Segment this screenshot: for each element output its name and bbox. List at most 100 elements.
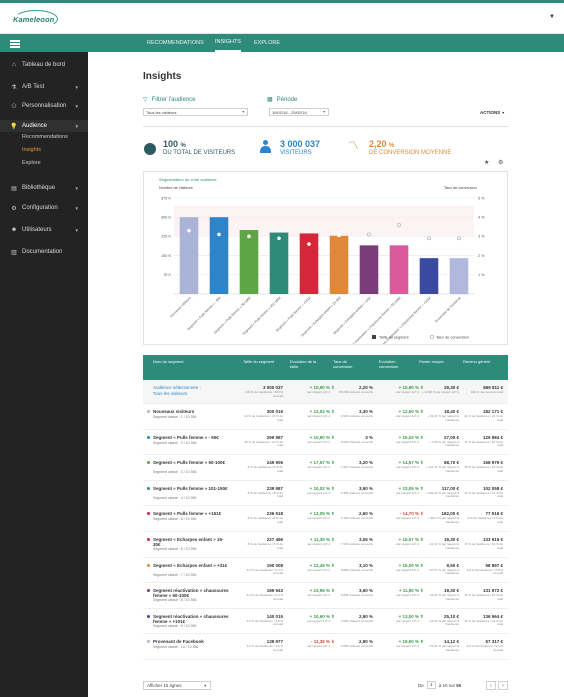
kameleoon-logo[interactable]: Kameleoon bbox=[10, 10, 58, 28]
average-cart: 18,40 € bbox=[443, 409, 459, 414]
sidebar-subitem-insights[interactable]: Insights bbox=[22, 147, 41, 153]
hamburger-menu-icon[interactable] bbox=[0, 34, 88, 52]
table-row[interactable]: Segment réactivation « chaussures femme … bbox=[143, 609, 508, 635]
size-evolution-sub: par rapport à P-1 bbox=[307, 490, 330, 495]
user-menu-caret-icon[interactable]: ▼ bbox=[549, 14, 555, 20]
table-row[interactable]: Segment « Pulls femme » - 50€ Segment cla… bbox=[143, 430, 508, 456]
table-row[interactable]: Segment « Pulls femme » 101-150€ Segment … bbox=[143, 481, 508, 507]
segment-color-dot bbox=[147, 512, 150, 516]
table-row[interactable]: Audience sélectionnée : Tous les visiteur… bbox=[143, 380, 508, 404]
segment-size-sub: 6,3 % de l'audience / 6,3 % du total bbox=[246, 593, 283, 601]
segment-name: Segment « Pulls femme » 101-150€ bbox=[153, 485, 228, 491]
rows-per-page-select[interactable]: Afficher 15 lignes ▼ bbox=[143, 681, 211, 690]
table-row[interactable]: Segment « Pulls femme » +151€ Segment cla… bbox=[143, 506, 508, 532]
prev-page-button[interactable]: ‹ bbox=[486, 681, 496, 690]
revenue-sub: 12 % de l'audience / 12 % du total bbox=[464, 490, 503, 499]
average-cart-sub: - 67,57 % par rapport à l'audience bbox=[428, 567, 459, 576]
chevron-down-icon: ▼ bbox=[322, 110, 326, 114]
size-evolution-sub: par rapport à P-1 bbox=[307, 439, 330, 444]
column-header[interactable]: Evolution de la taille bbox=[290, 359, 317, 369]
star-icon[interactable]: ★ bbox=[484, 160, 490, 166]
tab-recommendations[interactable]: RECOMMENDATIONS bbox=[147, 40, 204, 46]
user-icon: ☻ bbox=[10, 227, 18, 233]
actions-label: ACTIONS bbox=[480, 110, 501, 115]
size-evolution-sub: par rapport à P-1 bbox=[307, 567, 330, 572]
actions-dropdown[interactable]: ACTIONS ▼ bbox=[480, 110, 505, 115]
chart-bar bbox=[329, 235, 349, 294]
sidebar-item-documentation[interactable]: ▥ Documentation bbox=[0, 246, 88, 258]
page-start-input[interactable]: 1 bbox=[426, 681, 436, 689]
column-header[interactable]: Evolution conversion bbox=[379, 359, 399, 369]
tab-insights[interactable]: INSIGHTS bbox=[215, 34, 241, 52]
sidebar-item-personnalisation[interactable]: ⚇ Personnalisation ▼ bbox=[0, 100, 88, 112]
revenue: 158 979 € bbox=[482, 460, 503, 466]
column-header[interactable]: Taux de conversion bbox=[333, 359, 353, 369]
segment-subtitle: Segment classé : 5 / 10 356 bbox=[153, 517, 197, 522]
column-header[interactable]: Taille du segment bbox=[243, 359, 275, 364]
rows-per-page-value: Afficher 15 lignes bbox=[147, 683, 182, 688]
kpi-percent-total: 100 % bbox=[163, 139, 186, 149]
audience-select[interactable]: Tous les visiteurs ▼ bbox=[143, 108, 248, 116]
table-row[interactable]: Provenant de Facebook Segment classé : 10… bbox=[143, 634, 508, 660]
sidebar-item-label: Audience bbox=[22, 123, 48, 129]
sidebar-subitem-explore[interactable]: Explore bbox=[22, 160, 41, 166]
segment-color-dot bbox=[147, 461, 150, 465]
arrow-up-icon: ⬆ bbox=[420, 434, 424, 440]
conversion-rate-sub: 6 152 visiteurs convertis bbox=[340, 516, 373, 521]
arrow-up-icon: ⬆ bbox=[420, 613, 424, 619]
conversion-point bbox=[277, 236, 281, 241]
sidebar-item-utilisateurs[interactable]: ☻ Utilisateurs ▼ bbox=[0, 224, 88, 236]
range-text: à 10 sur bbox=[438, 682, 456, 688]
conversion-evolution: + 14,57 % bbox=[398, 460, 419, 466]
column-header[interactable]: Panier moyen bbox=[419, 359, 444, 364]
segment-subtitle: Segment classé : 7 / 10 356 bbox=[153, 572, 197, 577]
column-header[interactable]: Nom du segment bbox=[153, 359, 184, 364]
table-row[interactable]: Nouveaux visiteurs Segment classé : 1 / 1… bbox=[143, 404, 508, 430]
average-cart-sub: + 10,90 % par rapport à P-1 bbox=[421, 390, 459, 394]
average-cart: 29,30 € bbox=[443, 385, 459, 390]
chart-bar bbox=[419, 258, 439, 294]
table-row[interactable]: Segment « Echarpes enfant » 15-30€ Segmen… bbox=[143, 532, 508, 558]
conversion-rate-sub: 9 000 visiteurs convertis bbox=[340, 439, 373, 444]
sidebar-item-label: Bibliothèque bbox=[22, 185, 56, 191]
period-text: Période bbox=[276, 96, 298, 103]
sidebar-item-audience[interactable]: 💡 Audience ▼ bbox=[0, 120, 88, 132]
segment-subtitle: Segment classé : 6 / 10 356 bbox=[153, 547, 197, 551]
table-row[interactable]: Segment réactivation « chaussures femme … bbox=[143, 583, 508, 609]
period-select[interactable]: 16/02/16 - 25/02/16 ▼ bbox=[269, 108, 329, 116]
gear-icon[interactable]: ⚙ bbox=[498, 160, 504, 166]
chevron-down-icon: ▼ bbox=[74, 227, 79, 233]
tab-explore[interactable]: EXPLORE bbox=[254, 40, 280, 46]
filter-audience-label[interactable]: ▽ Filtrer l'audience bbox=[143, 96, 196, 104]
segment-color-dot bbox=[147, 538, 150, 541]
sidebar-subitem-recommendations[interactable]: Recommendations bbox=[22, 134, 68, 140]
filter-audience-text: Filtrer l'audience bbox=[151, 96, 196, 103]
next-page-button[interactable]: › bbox=[498, 681, 508, 690]
sidebar-item-a-b-test[interactable]: ⚗ A/B Test ▼ bbox=[0, 81, 88, 93]
chevron-down-icon: ▼ bbox=[74, 185, 79, 191]
sidebar-item-biblioth-que[interactable]: ▤ Bibliothèque ▼ bbox=[0, 182, 88, 194]
column-header[interactable]: Revenu généré bbox=[463, 359, 491, 364]
conversion-evolution-sub: par rapport à P-1 bbox=[396, 414, 419, 418]
chevron-down-icon: ▼ bbox=[501, 111, 505, 115]
size-evolution-sub: par rapport à P-1 bbox=[307, 390, 330, 394]
y-tick-label: 225 K bbox=[161, 235, 171, 239]
segment-name: Segment « Echarpes enfant » +31€ bbox=[153, 562, 228, 568]
chart-bar bbox=[449, 258, 469, 294]
conversion-evolution: + 13,00 % bbox=[398, 613, 419, 619]
y2-tick-label: 2 % bbox=[478, 254, 485, 258]
segment-subtitle: Segment classé : 1 / 10 356 bbox=[153, 415, 197, 419]
logo-text: Kameleoon bbox=[13, 15, 55, 24]
chart-bar bbox=[299, 233, 319, 294]
y2-tick-label: 3 % bbox=[478, 235, 485, 239]
chart-bar bbox=[389, 245, 409, 294]
average-cart-sub: + 33,01 % par rapport à l'audience bbox=[427, 414, 459, 422]
table-row[interactable]: Segment « Echarpes enfant » +31€ Segment … bbox=[143, 558, 508, 584]
table-row[interactable]: Segment « Pulls femme » 50-100€ Segment c… bbox=[143, 455, 508, 481]
divider bbox=[143, 126, 508, 127]
sidebar-item-tableau-de-bord[interactable]: ⌂ Tableau de bord bbox=[0, 59, 88, 71]
sidebar-item-configuration[interactable]: ⚙ Configuration ▼ bbox=[0, 202, 88, 214]
revenue-sub: 9 % de l'audience / 9 % du total bbox=[467, 516, 503, 524]
revenue-sub: 18 % de l'audience / 18 % du total bbox=[464, 465, 503, 473]
y-tick-label: 375 K bbox=[161, 196, 171, 200]
